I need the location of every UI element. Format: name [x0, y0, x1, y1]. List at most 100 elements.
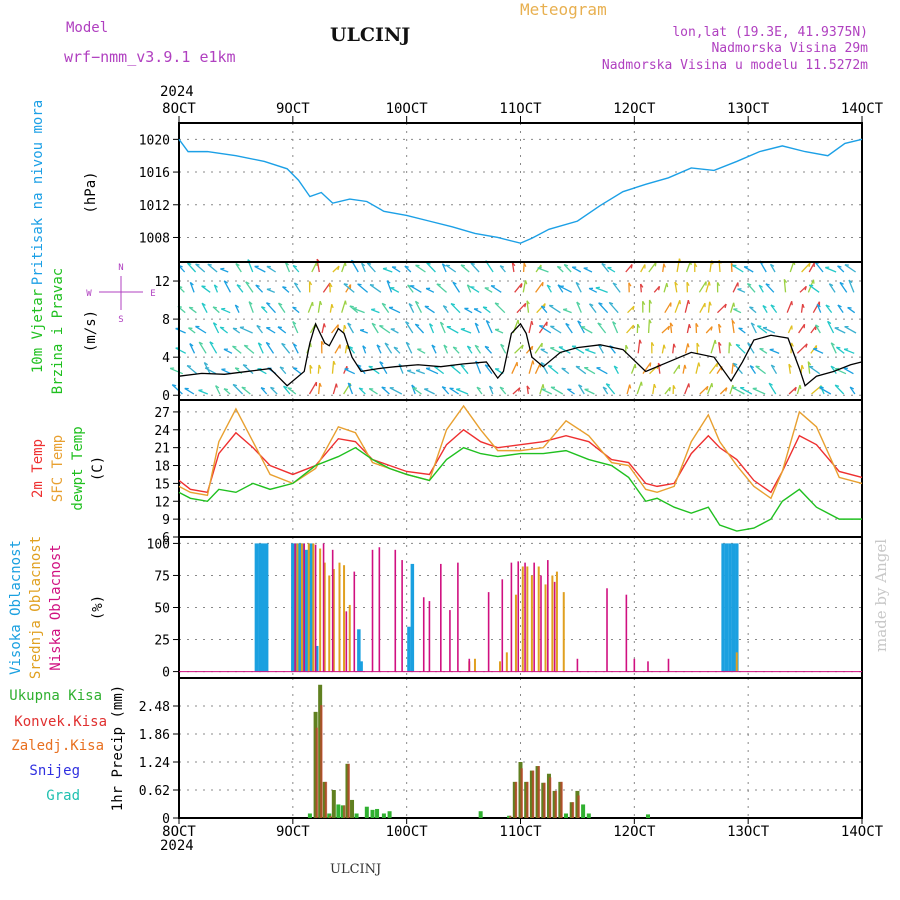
wind-arrow	[426, 262, 436, 273]
panel-temperature: 6 9 12 15 18 21 24 27	[154, 399, 863, 546]
wind-arrow-head	[595, 286, 600, 289]
wind-arrow-head	[172, 384, 177, 387]
wind-arrow	[184, 387, 195, 395]
wind-arrow	[470, 262, 480, 273]
precip-conv-bar	[560, 781, 563, 818]
mid-cloud-bar	[338, 562, 341, 672]
model-label: Model	[66, 20, 109, 36]
wind-arrow	[236, 284, 244, 293]
wind-arrow	[221, 368, 232, 375]
wind-arrow	[762, 305, 768, 314]
low-cloud-bar	[667, 658, 670, 672]
wind-arrow	[571, 345, 585, 354]
wind-arrow-head	[575, 281, 580, 286]
wind-arrow-head	[450, 302, 456, 306]
y-tick-label: 15	[154, 477, 170, 492]
precip-total-bar	[478, 811, 483, 818]
wind-arrow	[293, 282, 302, 293]
wind-arrow	[436, 283, 447, 293]
wind-arrow-head	[407, 369, 412, 372]
wind-arrow-head	[195, 263, 200, 266]
wind-arrow	[198, 341, 207, 354]
wind-arrow-head	[467, 345, 472, 349]
wind-arrow	[292, 343, 299, 354]
mid-cloud-bar	[544, 584, 547, 672]
y-tick-label: 18	[154, 460, 170, 475]
wind-arrow	[484, 364, 493, 375]
wind-arrow-head	[361, 262, 366, 267]
wind-arrow-head	[343, 283, 348, 286]
wind-arrow-head	[673, 343, 676, 348]
mid-cloud-bar	[473, 658, 476, 672]
wind-arrow-head	[212, 306, 218, 309]
wind-arrow	[541, 388, 553, 395]
wind-arrows	[169, 258, 857, 395]
wind-arrow-head	[352, 307, 358, 309]
wind-arrow	[717, 303, 727, 314]
footer-station: ULCINJ	[330, 862, 382, 877]
wind-arrow	[601, 263, 610, 273]
wind-arrow-head	[725, 387, 728, 392]
wind-arrow	[195, 325, 207, 334]
precip-conv-bar	[577, 795, 580, 818]
wind-arrow-head	[827, 320, 832, 325]
wind-arrow	[470, 286, 480, 293]
low-cloud-bar	[625, 594, 628, 672]
wind-arrow-head	[816, 303, 821, 308]
wind-arrow	[494, 328, 504, 334]
wind-arrow-head	[442, 263, 446, 267]
panel-frame	[178, 399, 863, 538]
wind-arrow-head	[733, 302, 736, 307]
wind-arrow-head	[589, 303, 594, 307]
low-cloud-bar	[547, 560, 549, 672]
wind-arrow-head	[718, 323, 722, 328]
wind-arrow-head	[667, 325, 671, 331]
wind-arrow	[844, 326, 857, 334]
wind-arrow	[282, 286, 290, 293]
wind-arrow-head	[724, 303, 727, 309]
mid-cloud-bar	[521, 566, 524, 672]
wind-arrow	[540, 305, 548, 314]
wind-arrow-head	[293, 367, 298, 370]
wind-arrow-head	[517, 387, 521, 392]
wind-arrow	[442, 305, 449, 314]
wind-arrow-head	[244, 344, 249, 347]
wind-arrow-head	[187, 262, 192, 266]
wind-arrow	[707, 301, 711, 313]
wind-arrow-head	[283, 385, 288, 389]
low-cloud-bar	[553, 581, 556, 672]
precip-conv-bar	[571, 802, 575, 818]
lonlat-label: lon,lat (19.3E, 41.9375N)	[672, 25, 868, 40]
wind-arrow	[484, 345, 493, 354]
wind-arrow-head	[443, 344, 448, 348]
wind-arrow	[189, 282, 195, 293]
wind-arrow	[347, 322, 355, 334]
wind-arrow	[537, 267, 549, 273]
wind-arrow-head	[511, 262, 516, 267]
wind-arrow	[344, 368, 355, 375]
wind-arrow-head	[802, 303, 805, 309]
wind-arrow	[770, 304, 778, 314]
wind-arrow-head	[245, 281, 250, 285]
wind-arrow	[356, 364, 366, 375]
wind-arrow-head	[629, 384, 632, 389]
wind-arrow-head	[346, 345, 349, 350]
wind-arrow-head	[405, 321, 410, 325]
wind-arrow	[814, 324, 821, 334]
wind-arrow-head	[236, 284, 241, 287]
high-cloud-bar	[264, 543, 269, 672]
low-cloud-bar	[303, 543, 306, 672]
wind-arrow-head	[716, 282, 721, 287]
x-tick-label-bottom: 13OCT	[727, 824, 770, 840]
wind-arrow	[798, 323, 806, 334]
wind-arrow-head	[687, 343, 690, 348]
precip-total-bar	[581, 804, 586, 818]
wind-arrow	[445, 264, 457, 273]
wind-arrow	[811, 385, 822, 395]
precip-total-bar	[364, 806, 369, 818]
wind-arrow	[254, 265, 266, 273]
wind-arrow-head	[541, 282, 544, 287]
wind-arrow	[578, 384, 585, 395]
wind-arrow	[329, 304, 333, 313]
y-tick-label: 12	[154, 495, 170, 510]
